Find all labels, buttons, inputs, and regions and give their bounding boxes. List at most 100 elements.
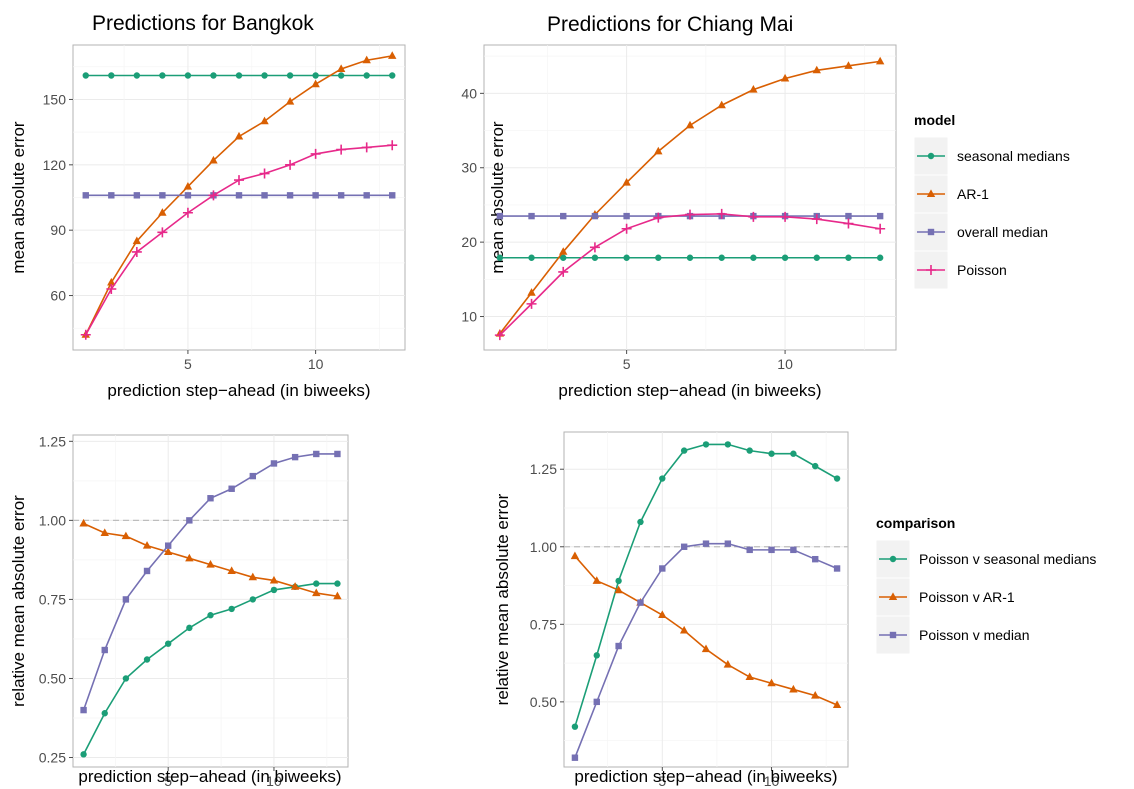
data-point (623, 254, 630, 261)
data-point (163, 547, 173, 555)
data-point (285, 159, 296, 170)
data-point (313, 450, 320, 458)
x-tick-label: 5 (184, 356, 192, 372)
data-point (333, 591, 342, 600)
y-tick-label: 0.75 (39, 591, 66, 607)
data-point (209, 155, 218, 164)
x-axis-label: prediction step−ahead (in biweeks) (574, 767, 837, 786)
data-point (749, 85, 758, 93)
data-point (159, 192, 166, 199)
plot-area (72, 434, 349, 768)
data-point (337, 72, 345, 79)
legend-key-marker (927, 228, 935, 236)
data-point (790, 450, 797, 457)
data-point (387, 140, 398, 151)
y-tick-label: 10 (461, 309, 477, 325)
data-point (310, 148, 321, 159)
data-point (767, 678, 776, 687)
data-point (361, 142, 372, 153)
data-point (291, 453, 299, 461)
legend-item-poisson-v-seasonal-medians: Poisson v seasonal medians (875, 539, 1096, 579)
data-point (249, 472, 257, 480)
data-point (659, 475, 666, 482)
data-point (811, 214, 822, 225)
data-point (286, 72, 294, 79)
data-point (101, 646, 108, 654)
series-ar-1 (495, 56, 885, 337)
x-tick-label: 5 (658, 773, 666, 789)
data-point (845, 212, 852, 220)
data-point (210, 72, 217, 79)
data-point (227, 566, 236, 574)
data-point (832, 700, 842, 708)
data-point (615, 642, 622, 650)
data-point (157, 227, 168, 238)
data-point (701, 644, 711, 653)
data-point (570, 551, 580, 560)
data-point (679, 625, 689, 634)
data-point (79, 518, 88, 527)
data-point (876, 212, 884, 220)
data-point (528, 254, 535, 261)
data-point (234, 175, 244, 186)
data-point (780, 73, 790, 82)
legend-label: Poisson v median (919, 627, 1030, 643)
data-point (686, 254, 694, 261)
data-point (336, 64, 346, 72)
legend-item-poisson-v-median: Poisson v median (875, 615, 1030, 655)
legend-comparison: comparison Poisson v seasonal medians Pois… (875, 515, 1096, 655)
data-point (334, 450, 341, 458)
series-poisson-v-median (80, 450, 341, 714)
series-seasonal-medians (496, 254, 884, 261)
data-point (496, 212, 504, 220)
series-poisson (80, 140, 398, 340)
legend-item-poisson-v-ar-1: Poisson v AR-1 (875, 577, 1015, 617)
data-point (228, 485, 235, 492)
data-point (261, 192, 268, 199)
gridlines (73, 45, 405, 350)
data-point (789, 684, 798, 693)
data-point (723, 660, 733, 668)
data-point (746, 546, 753, 554)
data-point (270, 460, 278, 467)
x-tick-label: 5 (164, 773, 172, 789)
data-point (558, 266, 569, 277)
data-point (876, 254, 884, 261)
data-point (80, 751, 87, 758)
data-point (811, 691, 820, 699)
data-point (158, 208, 167, 216)
data-point (311, 79, 320, 88)
data-point (228, 605, 235, 613)
data-point (680, 543, 688, 550)
data-point (589, 242, 600, 253)
data-point (875, 56, 885, 65)
legend-key-marker (888, 592, 898, 600)
data-point (80, 329, 91, 340)
data-point (312, 588, 321, 597)
data-point (80, 706, 87, 714)
plot-area (563, 431, 849, 768)
data-point (623, 212, 630, 220)
data-point (685, 209, 695, 220)
data-point (133, 192, 141, 199)
legend-label: seasonal medians (957, 148, 1070, 164)
data-point (593, 652, 600, 659)
data-point (186, 517, 193, 524)
data-point (108, 192, 115, 199)
data-point (388, 51, 397, 59)
data-point (285, 97, 295, 105)
data-point (768, 546, 775, 554)
data-point (621, 223, 632, 234)
x-axis-label: prediction step−ahead (in biweeks) (78, 767, 341, 786)
data-point (812, 555, 819, 563)
data-point (560, 212, 567, 220)
data-point (528, 212, 535, 220)
legend-item-poisson: Poisson (913, 250, 1007, 290)
legend-item-overall-median: overall median (913, 212, 1048, 252)
panel-bangkok: 60 90 120 150 5 10 prediction step−ahead (in b… (9, 12, 406, 400)
data-point (615, 577, 622, 585)
legend-key-marker (889, 631, 897, 639)
data-point (143, 567, 151, 575)
